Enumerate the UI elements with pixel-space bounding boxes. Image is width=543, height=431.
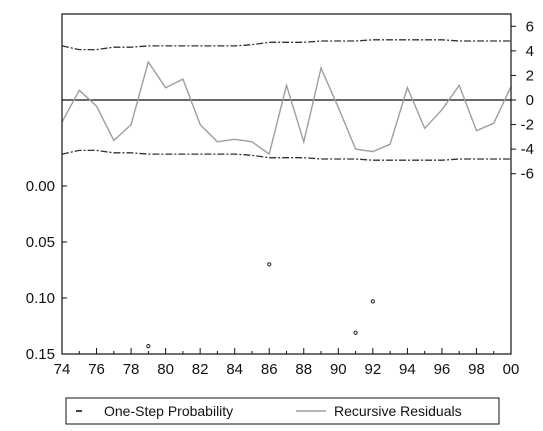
x-tick-label-92: 92 bbox=[365, 361, 382, 378]
right-tick-label-1: 4 bbox=[526, 43, 534, 60]
x-tick-label-76: 76 bbox=[88, 361, 105, 378]
one-step-probability-point-1 bbox=[146, 344, 151, 349]
one-step-probability-point-2 bbox=[267, 262, 272, 267]
x-tick-label-74: 74 bbox=[54, 361, 71, 378]
one-step-probability-point-4 bbox=[370, 299, 375, 304]
x-tick-label-90: 90 bbox=[330, 361, 347, 378]
legend-label-one-step-probability: One-Step Probability bbox=[104, 403, 233, 419]
right-tick-label-2: 2 bbox=[526, 67, 534, 84]
right-tick-label-5: -4 bbox=[521, 141, 534, 158]
left-tick-label-2: 0.10 bbox=[26, 290, 55, 307]
left-tick-label-1: 0.05 bbox=[26, 234, 55, 251]
axes: 74 76 78 80 82 84 86 88 90 92 94 96 98 00 6 4 2 0 -2 -4 -6 0.… bbox=[26, 18, 534, 378]
x-tick-label-00: 00 bbox=[503, 361, 520, 378]
legend-label-recursive-residuals: Recursive Residuals bbox=[334, 403, 462, 419]
right-tick-label-0: 6 bbox=[526, 18, 534, 35]
x-tick-label-84: 84 bbox=[226, 361, 243, 378]
x-tick-label-88: 88 bbox=[295, 361, 312, 378]
right-tick-label-4: -2 bbox=[521, 117, 534, 134]
recursive-residuals-line bbox=[61, 60, 512, 156]
plot-content bbox=[61, 39, 512, 349]
x-tick-label-98: 98 bbox=[468, 361, 485, 378]
upper-band-line bbox=[61, 39, 511, 51]
legend-box bbox=[65, 397, 500, 425]
legend: One-Step Probability Recursive Residuals bbox=[65, 397, 500, 425]
right-tick-label-6: -6 bbox=[521, 166, 534, 183]
left-tick-label-0: 0.00 bbox=[26, 178, 55, 195]
one-step-probability-point-3 bbox=[353, 330, 358, 335]
lower-band-line bbox=[61, 149, 511, 161]
right-tick-label-3: 0 bbox=[526, 92, 534, 109]
x-tick-label-80: 80 bbox=[157, 361, 174, 378]
x-tick-label-94: 94 bbox=[399, 361, 416, 378]
x-tick-label-78: 78 bbox=[123, 361, 140, 378]
left-tick-label-3: 0.15 bbox=[26, 346, 55, 363]
x-tick-label-96: 96 bbox=[434, 361, 451, 378]
x-tick-label-86: 86 bbox=[261, 361, 278, 378]
x-tick-label-82: 82 bbox=[192, 361, 209, 378]
